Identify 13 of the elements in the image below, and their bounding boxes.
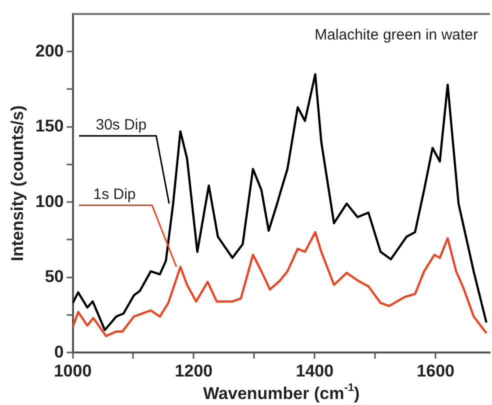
x-tick-label: 1000 [54,361,92,380]
text: 30s Dip [96,116,147,134]
x-tick-label: 1400 [296,361,334,380]
y-tick-label: 50 [44,267,64,286]
annotation: Malachite green in water [314,26,478,44]
y-tick-label: 0 [54,342,64,362]
y-tick-label: 200 [35,41,64,60]
text: 1s Dip [93,186,136,203]
x-tick-label: 1200 [174,361,213,380]
y-axis-title: Intensity (counts/s) [8,105,27,262]
y-tick-label: 150 [35,116,64,136]
x-tick-label: 1600 [416,361,454,380]
y-tick-label: 100 [35,192,64,211]
